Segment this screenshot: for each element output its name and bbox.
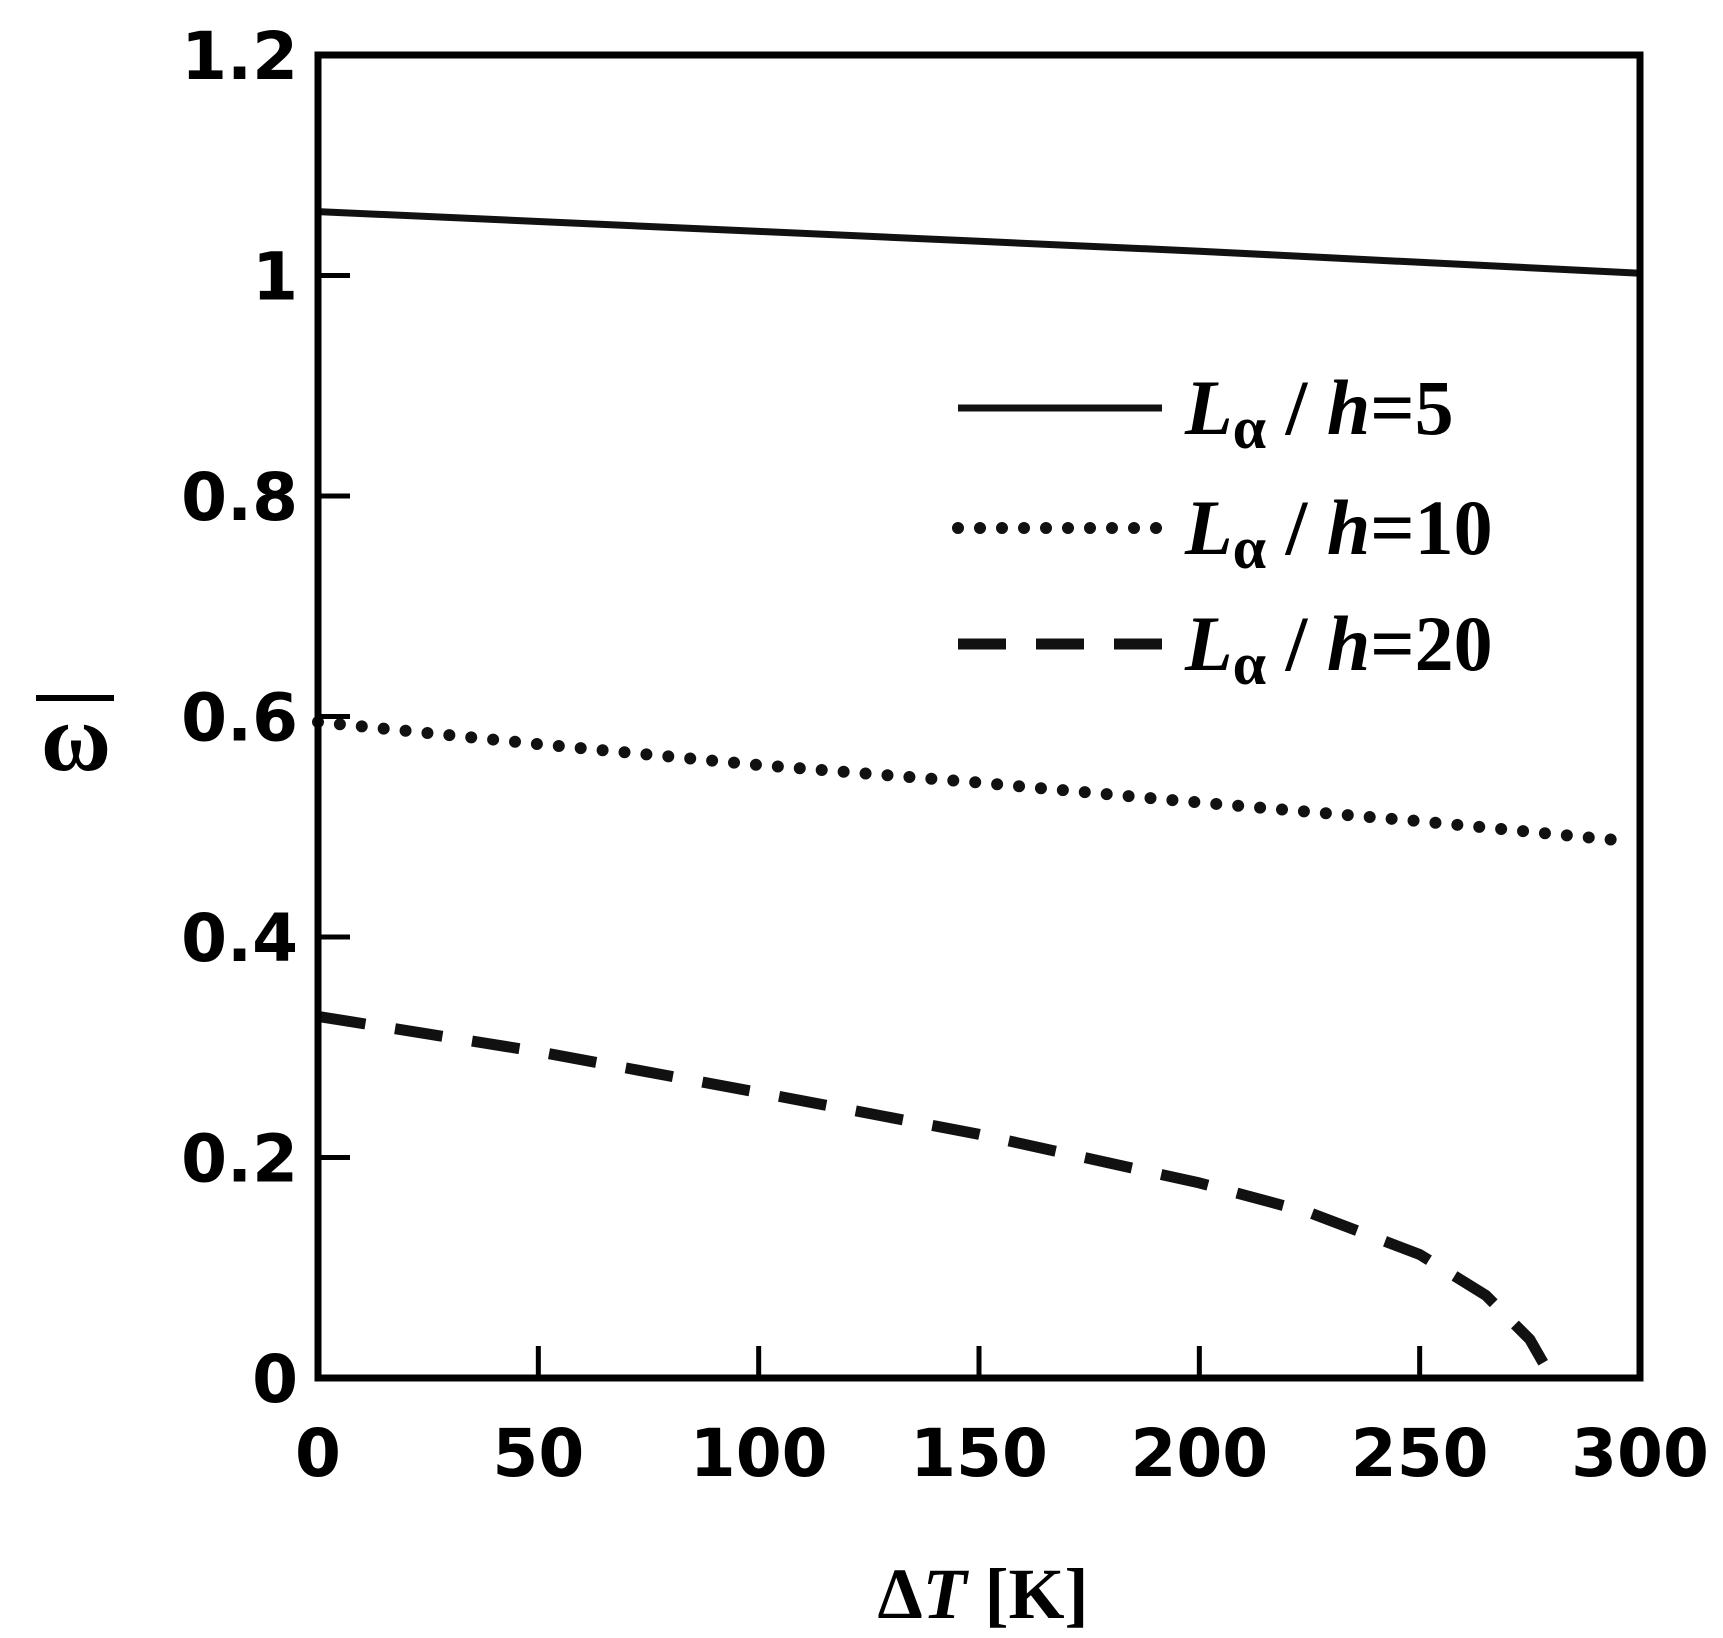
y-tick-label: 0.8 — [181, 459, 298, 536]
legend-label-3: Lα / h=20 — [1184, 600, 1493, 697]
legend: Lα / h=5 Lα / h=10 Lα / h=20 — [952, 364, 1493, 697]
x-axis-title-unit: [K] — [967, 1554, 1089, 1634]
x-tick-label: 100 — [690, 1415, 828, 1492]
x-tick-label: 300 — [1571, 1415, 1709, 1492]
series-line-3 — [317, 1010, 1557, 1381]
legend-label-1: Lα / h=5 — [1184, 364, 1454, 461]
series-line-1 — [317, 208, 1641, 277]
y-tick-label: 0.6 — [181, 680, 298, 757]
x-axis-title-delta: Δ — [877, 1554, 922, 1634]
y-axis-title-text: ω — [41, 684, 111, 791]
x-tick-label: 0 — [295, 1415, 341, 1492]
x-tick-label: 50 — [492, 1415, 584, 1492]
x-tick-label: 150 — [910, 1415, 1048, 1492]
series-line-2 — [312, 716, 1633, 848]
legend-label-2: Lα / h=10 — [1184, 484, 1493, 581]
x-axis-title: ΔT [K] — [877, 1554, 1088, 1634]
y-tick-label: 0.4 — [181, 900, 298, 977]
x-axis-title-var: T — [923, 1554, 970, 1634]
y-tick-label: 0.2 — [181, 1121, 298, 1198]
series-layer — [312, 208, 1641, 1381]
y-tick-label: 1.2 — [181, 18, 298, 95]
y-tick-label: 1 — [252, 239, 298, 316]
tick-layer: 0 50 100 150 200 250 300 0 0.2 0.4 0.6 0.8 1 1.2 — [181, 18, 1709, 1492]
y-axis-title: ω — [36, 684, 114, 791]
y-tick-label: 0 — [252, 1341, 298, 1418]
x-tick-label: 250 — [1351, 1415, 1489, 1492]
x-tick-label: 200 — [1130, 1415, 1268, 1492]
